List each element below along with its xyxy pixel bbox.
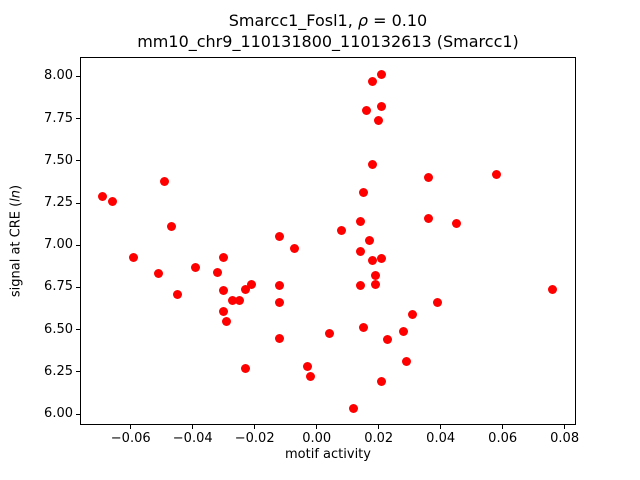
x-tick-mark — [502, 425, 504, 429]
scatter-point — [219, 252, 229, 262]
x-tick-mark — [564, 425, 566, 429]
scatter-point — [433, 298, 443, 308]
scatter-point — [547, 284, 557, 294]
scatter-point — [247, 279, 257, 289]
scatter-point — [408, 309, 418, 319]
x-tick-label: −0.02 — [234, 431, 275, 446]
title-prefix: Smarcc1_Fosl1, — [228, 11, 358, 30]
y-tick-label: 6.75 — [44, 279, 73, 295]
y-tick-label: 8.00 — [44, 68, 73, 84]
y-tick-label: 7.00 — [44, 237, 73, 253]
scatter-point — [219, 306, 229, 316]
y-tick-mark — [76, 413, 80, 415]
scatter-point — [274, 281, 284, 291]
scatter-point — [160, 176, 170, 186]
scatter-point — [355, 217, 365, 227]
scatter-point — [361, 105, 371, 115]
scatter-point — [234, 296, 244, 306]
y-tick-mark — [76, 160, 80, 162]
y-tick-label: 7.50 — [44, 152, 73, 168]
x-tick-label: −0.04 — [172, 431, 213, 446]
scatter-point — [219, 286, 229, 296]
scatter-point — [377, 377, 387, 387]
scatter-point — [166, 222, 176, 232]
scatter-point — [324, 328, 334, 338]
scatter-point — [172, 289, 182, 299]
scatter-point — [364, 235, 374, 245]
scatter-point — [374, 115, 384, 125]
scatter-point — [355, 247, 365, 257]
scatter-point — [129, 252, 139, 262]
y-tick-label: 7.25 — [44, 195, 73, 211]
scatter-point — [222, 316, 232, 326]
chart-title-line2: mm10_chr9_110131800_110132613 (Smarcc1) — [137, 32, 519, 51]
y-tick-mark — [76, 371, 80, 373]
x-tick-label: 0.08 — [550, 431, 580, 446]
x-tick-mark — [130, 425, 132, 429]
scatter-point — [451, 218, 461, 228]
scatter-point — [240, 284, 250, 294]
x-tick-label: 0.06 — [488, 431, 518, 446]
y-tick-mark — [76, 75, 80, 77]
rho-symbol: ρ — [357, 11, 369, 30]
scatter-point — [383, 335, 393, 345]
scatter-point — [154, 269, 164, 279]
x-tick-mark — [316, 425, 318, 429]
y-tick-label: 7.75 — [44, 110, 73, 126]
scatter-point — [377, 70, 387, 80]
scatter-point — [349, 404, 359, 414]
y-tick-label: 6.00 — [44, 406, 73, 422]
y-tick-mark — [76, 244, 80, 246]
chart-title: Smarcc1_Fosl1, ρ = 0.10 mm10_chr9_110131… — [137, 10, 519, 52]
scatter-point — [398, 326, 408, 336]
y-axis-label-close: ) — [8, 184, 24, 190]
scatter-point — [367, 159, 377, 169]
scatter-point — [371, 271, 381, 281]
x-tick-label: 0.04 — [426, 431, 456, 446]
scatter-point — [336, 225, 346, 235]
scatter-point — [491, 169, 501, 179]
plot-area — [80, 57, 576, 425]
scatter-point — [228, 296, 238, 306]
x-tick-label: 0.02 — [364, 431, 394, 446]
scatter-point — [358, 188, 368, 198]
y-tick-label: 6.50 — [44, 321, 73, 337]
scatter-point — [358, 323, 368, 333]
title-suffix: = 0.10 — [368, 11, 428, 30]
y-tick-label: 6.25 — [44, 363, 73, 379]
y-tick-mark — [76, 202, 80, 204]
scatter-point — [274, 232, 284, 242]
scatter-point — [191, 262, 201, 272]
x-tick-mark — [192, 425, 194, 429]
x-tick-label: −0.06 — [110, 431, 151, 446]
y-tick-mark — [76, 118, 80, 120]
scatter-point — [371, 279, 381, 289]
y-tick-mark — [76, 286, 80, 288]
x-tick-mark — [254, 425, 256, 429]
scatter-point — [305, 372, 315, 382]
scatter-point — [274, 333, 284, 343]
scatter-point — [367, 76, 377, 86]
x-axis-label: motif activity — [285, 447, 371, 462]
scatter-point — [240, 363, 250, 373]
scatter-point — [367, 255, 377, 265]
scatter-point — [377, 102, 387, 112]
scatter-point — [402, 357, 412, 367]
scatter-point — [274, 298, 284, 308]
scatter-point — [423, 213, 433, 223]
scatter-point — [213, 267, 222, 277]
y-tick-mark — [76, 329, 80, 331]
scatter-point — [290, 244, 300, 254]
scatter-point — [377, 254, 387, 264]
scatter-point — [302, 362, 312, 372]
chart-title-line1: Smarcc1_Fosl1, ρ = 0.10 — [137, 10, 519, 31]
scatter-point — [355, 281, 365, 291]
x-tick-mark — [440, 425, 442, 429]
scatter-point — [423, 173, 433, 183]
x-tick-mark — [378, 425, 380, 429]
scatter-point — [98, 191, 108, 201]
scatter-point — [107, 196, 117, 206]
x-tick-label: 0.00 — [302, 431, 332, 446]
